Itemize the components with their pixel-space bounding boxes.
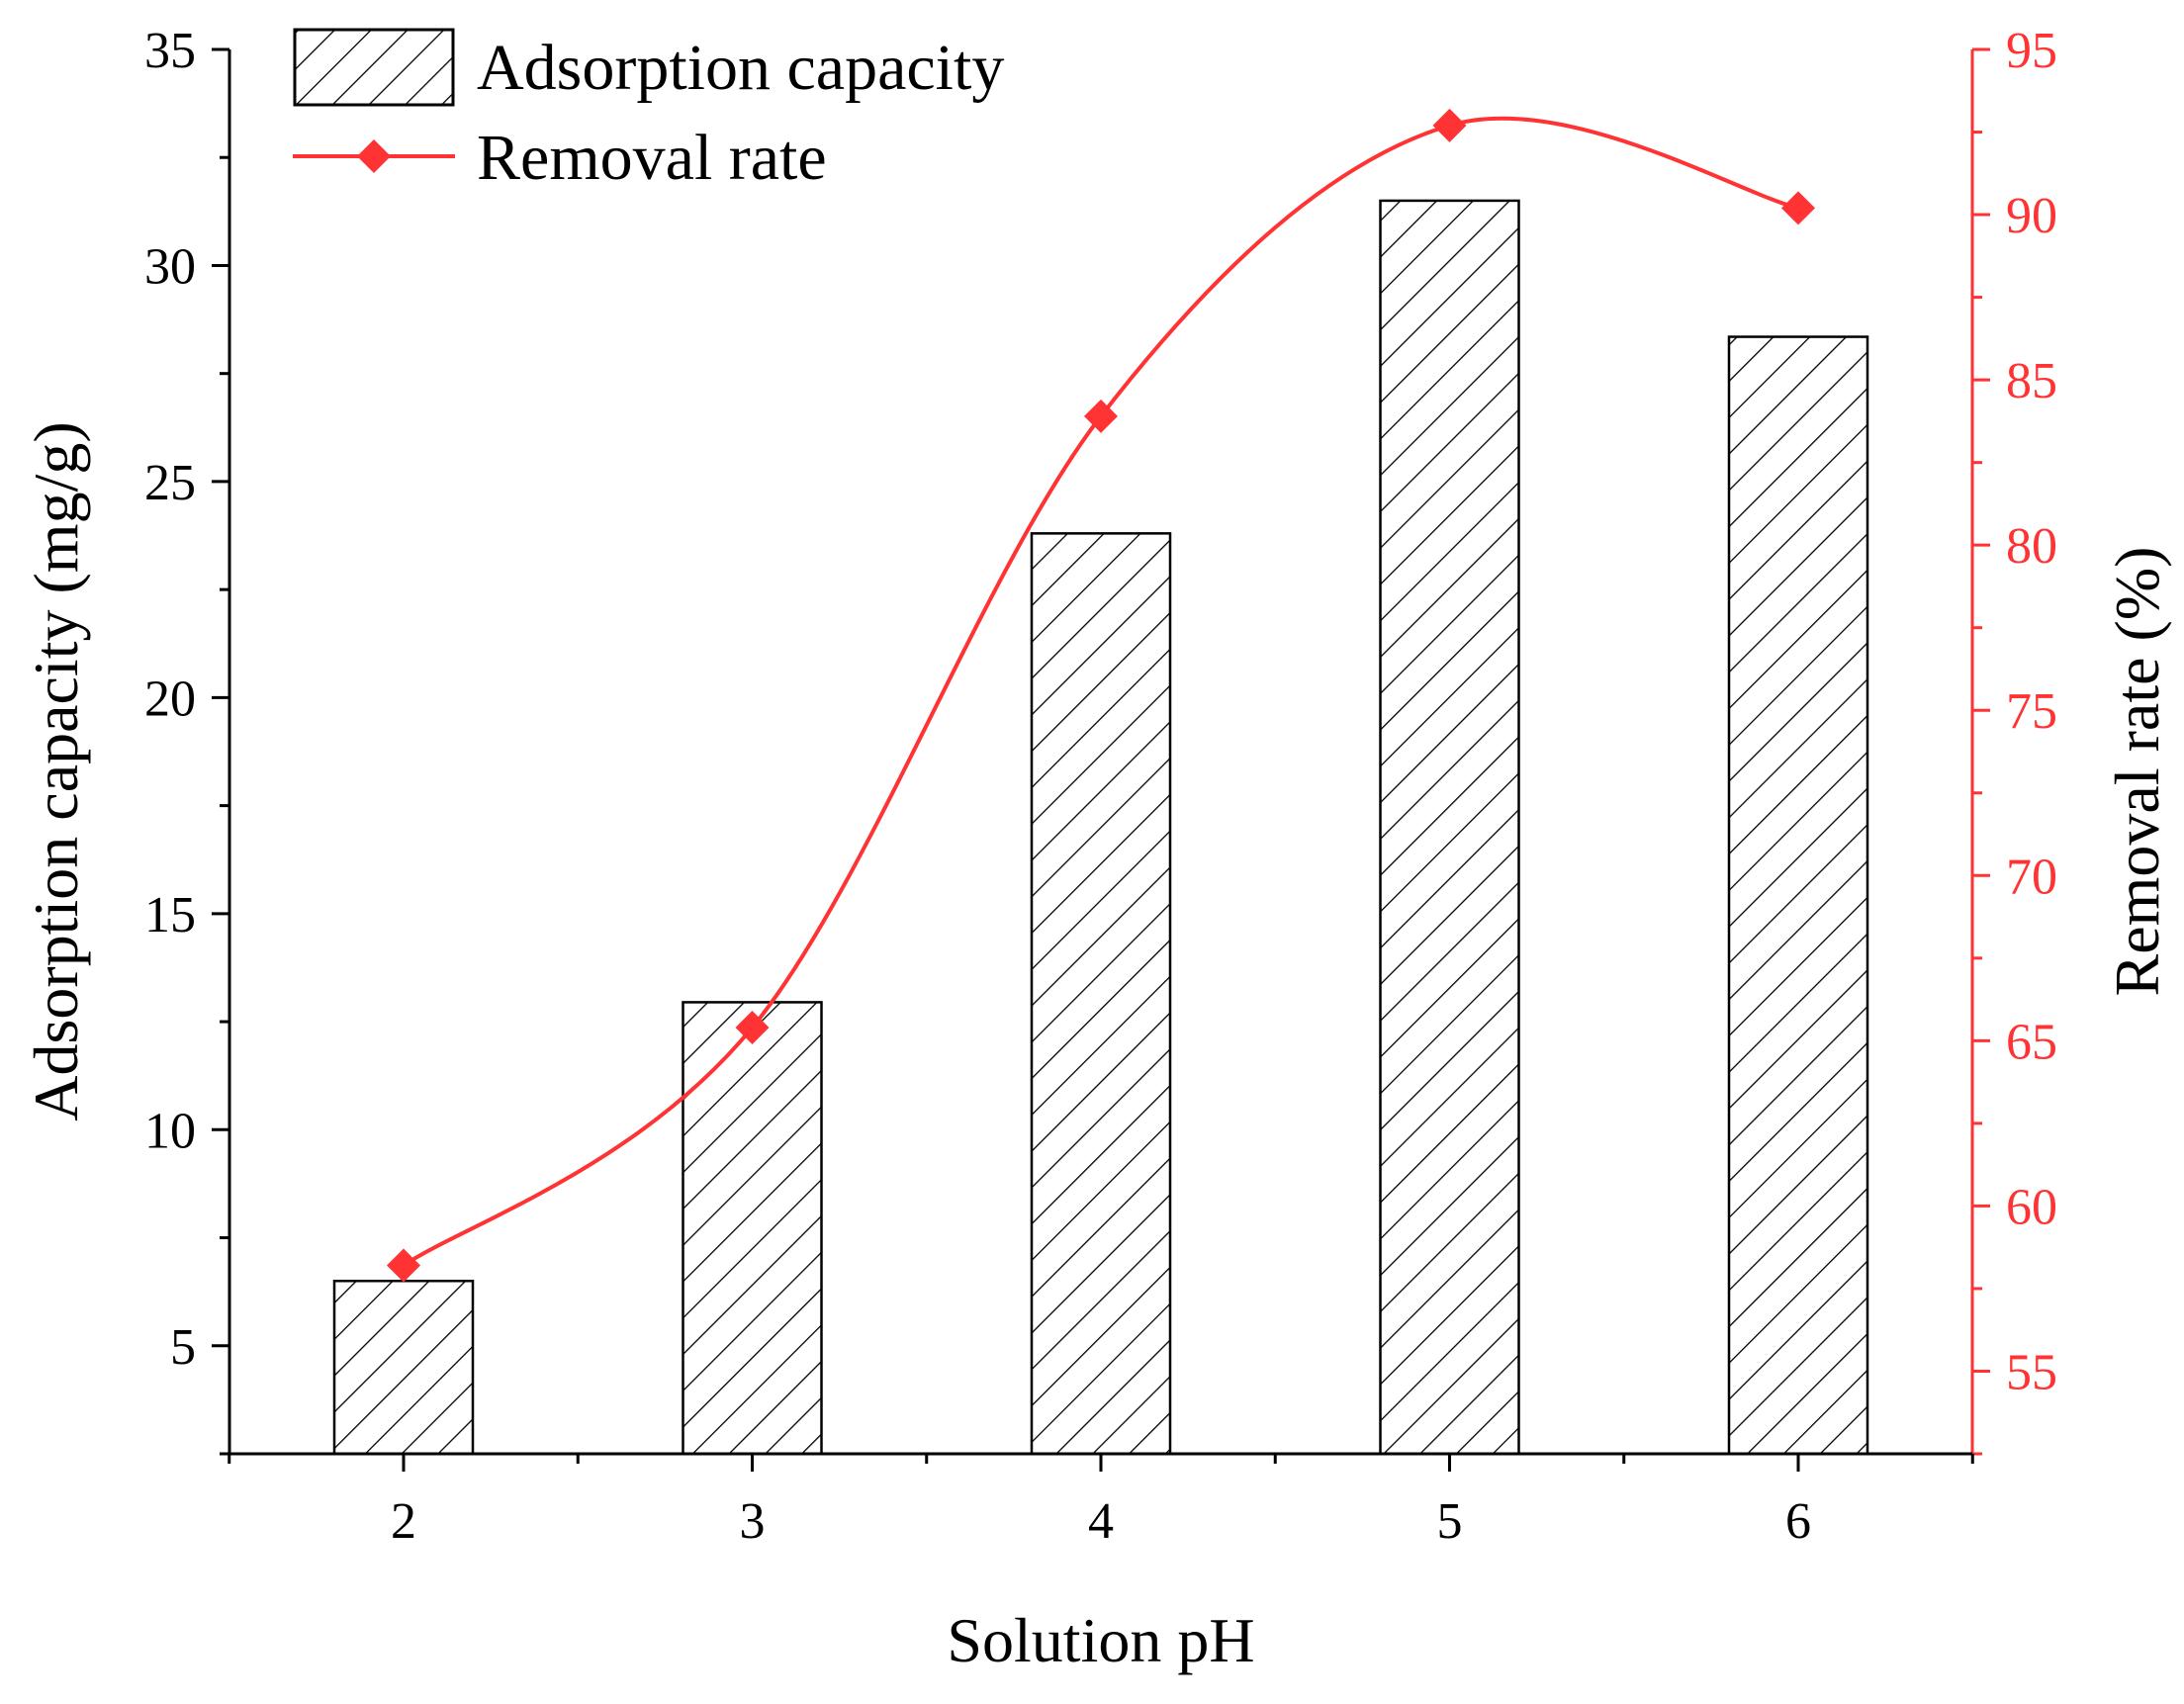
legend-swatch-adsorption-capacity <box>293 28 455 107</box>
y-left-tick-label: 15 <box>144 887 196 943</box>
y-left-tick-label: 10 <box>144 1103 196 1159</box>
y-left-axis-title: Adsorption capacity (mg/g) <box>21 421 91 1121</box>
x-tick-label: 6 <box>1785 1493 1811 1550</box>
y-right-tick-label: 95 <box>2006 23 2057 79</box>
y-right-tick-label: 75 <box>2006 683 2057 740</box>
y-left-tick-label: 25 <box>144 455 196 511</box>
y-right-tick-label: 55 <box>2006 1344 2057 1400</box>
x-tick-label: 2 <box>391 1493 416 1550</box>
y-left-tick-label: 5 <box>170 1319 196 1376</box>
axes-layer: 5 10 15 20 25 30 35 55 60 65 70 75 80 85 90 95 2 3 4 5 6 <box>144 23 2057 1550</box>
y-right-tick-label: 60 <box>2006 1179 2057 1235</box>
removal-rate-point-ph-6 <box>1781 191 1815 225</box>
removal-rate-line <box>402 116 1799 1268</box>
removal-rate-point-ph-5 <box>1432 108 1467 142</box>
removal-rate-point-ph-3 <box>735 1010 770 1044</box>
removal-rate-point-ph-2 <box>387 1248 420 1283</box>
y-right-tick-label: 85 <box>2006 353 2057 409</box>
line-layer <box>387 108 1815 1283</box>
y-right-axis-title: Removal rate (%) <box>2102 547 2172 997</box>
x-tick-label: 3 <box>740 1493 766 1550</box>
bars-layer <box>332 199 1869 1456</box>
y-right-tick-label: 90 <box>2006 188 2057 244</box>
y-right-tick-label: 80 <box>2006 518 2057 575</box>
bar-ph-2 <box>332 1279 475 1456</box>
legend-marker-removal-rate <box>357 139 391 173</box>
x-tick-label: 5 <box>1437 1493 1463 1550</box>
bar-ph-6 <box>1727 335 1869 1456</box>
x-axis-title: Solution pH <box>947 1605 1254 1675</box>
axis-titles: Solution pH Adsorption capacity (mg/g) Rem… <box>21 421 2172 1675</box>
bar-ph-3 <box>682 1001 823 1456</box>
y-left-tick-label: 20 <box>144 671 196 727</box>
y-left-tick-label: 30 <box>144 238 196 295</box>
removal-rate-point-ph-4 <box>1084 399 1118 433</box>
bar-ph-5 <box>1379 199 1520 1456</box>
legend: Adsorption capacity Removal rate <box>293 28 1004 194</box>
bar-ph-4 <box>1030 532 1172 1456</box>
y-right-tick-label: 65 <box>2006 1014 2057 1070</box>
legend-label-removal-rate: Removal rate <box>477 122 827 194</box>
legend-label-adsorption-capacity: Adsorption capacity <box>477 32 1004 104</box>
x-tick-label: 4 <box>1088 1493 1114 1550</box>
y-right-tick-label: 70 <box>2006 849 2057 905</box>
y-left-tick-label: 35 <box>144 23 196 79</box>
